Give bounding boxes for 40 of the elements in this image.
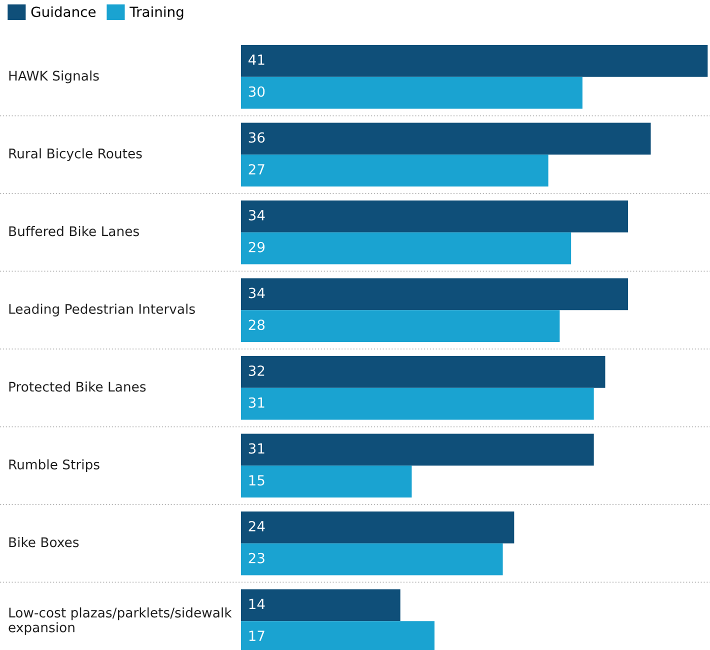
data-label: 36 <box>248 132 265 143</box>
data-label: 15 <box>249 475 264 486</box>
bar <box>241 434 594 466</box>
data-label: 41 <box>248 54 264 65</box>
data-label: 27 <box>248 164 264 174</box>
bar <box>241 122 651 155</box>
data-label: 34 <box>248 210 265 220</box>
legend-label: Training <box>130 6 184 20</box>
bar <box>241 278 628 310</box>
bar <box>241 200 628 232</box>
data-label: 23 <box>248 552 264 564</box>
bar <box>241 388 594 420</box>
y-tick-label: Bike Boxes <box>9 536 79 548</box>
bar <box>241 310 560 342</box>
data-label: 31 <box>248 397 264 408</box>
y-tick-label: HAWK Signals <box>9 70 99 84</box>
bar <box>241 45 708 77</box>
legend-label: Guidance <box>31 6 96 18</box>
data-label: 24 <box>248 520 265 532</box>
bar <box>241 154 548 187</box>
y-tick-label: Rural Bicycle Routes <box>9 148 142 162</box>
bar <box>241 232 572 264</box>
data-label: 29 <box>248 242 265 252</box>
y-tick-label: Leading Pedestrian Intervals <box>9 304 195 317</box>
data-label: 32 <box>248 365 264 376</box>
y-tick-label: Buffered Bike Lanes <box>9 226 139 236</box>
y-tick-label: Rumble Strips <box>9 459 100 472</box>
y-tick-label: Low-cost plazas/parklets/sidewalk expansion <box>8 607 232 635</box>
data-label: 34 <box>248 288 265 298</box>
data-label: 14 <box>249 598 265 610</box>
data-label: 17 <box>249 630 264 641</box>
data-label: 30 <box>248 86 265 97</box>
bar <box>241 543 503 576</box>
bar <box>241 76 582 109</box>
bar <box>241 466 412 498</box>
bar <box>241 512 514 544</box>
y-tick-label: Protected Bike Lanes <box>9 381 146 392</box>
bar <box>241 356 606 388</box>
data-label: 28 <box>248 320 265 330</box>
data-label: 31 <box>248 443 264 454</box>
